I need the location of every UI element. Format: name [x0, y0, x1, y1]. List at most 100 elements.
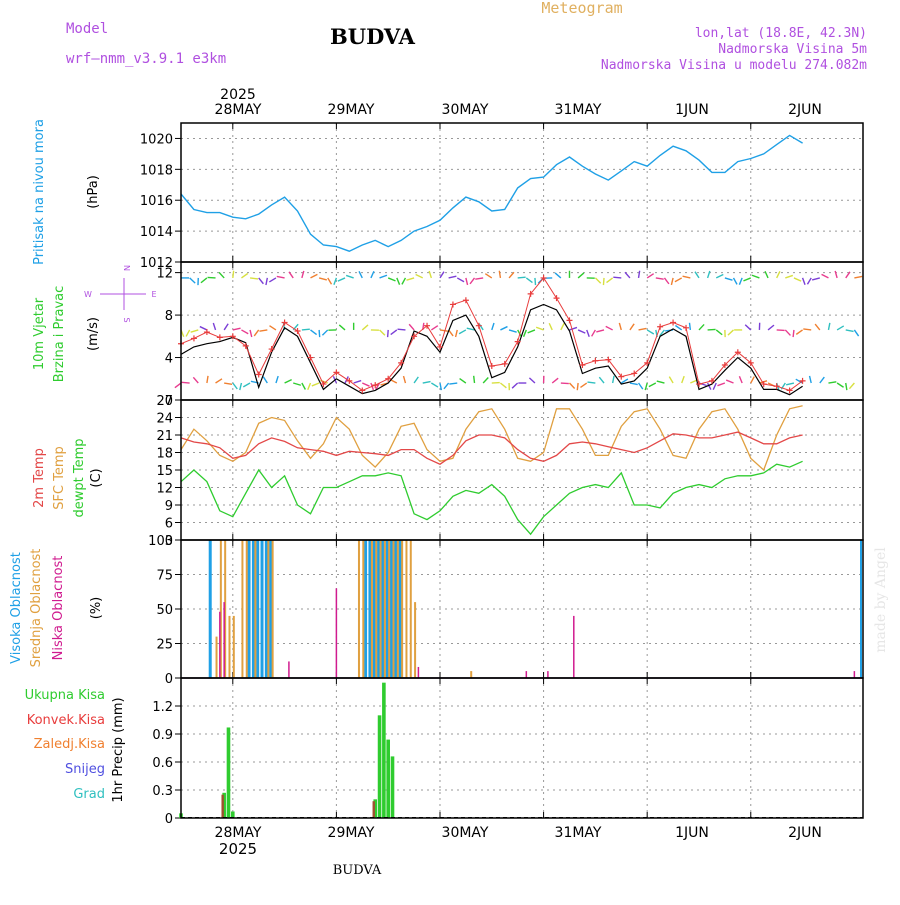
- wind-speed-marker: [191, 335, 197, 341]
- pressure-series: [181, 135, 803, 251]
- wind-arrow: [743, 278, 750, 281]
- wind-arrow: [449, 383, 457, 384]
- wind-arrow: [815, 324, 820, 330]
- wind-arrow: [745, 325, 751, 330]
- wind-arrow: [669, 377, 673, 383]
- wind-arrow: [269, 278, 276, 282]
- wind-arrow: [182, 382, 190, 383]
- pressure-axis-title: Pritisak na nivou mora: [32, 119, 47, 265]
- wind-arrow: [786, 383, 794, 385]
- plot-panels: 1012101410161018102004812369121518212427…: [140, 123, 863, 827]
- wind-arrow: [837, 383, 843, 387]
- wind-arrow: [259, 330, 267, 331]
- cloud-bar: [393, 540, 395, 678]
- wind-arrow: [499, 271, 500, 278]
- wind-arrow: [656, 278, 664, 279]
- y-tick-label: 24: [156, 412, 173, 427]
- wind-arrow: [578, 273, 584, 278]
- y-tick-label: 4: [165, 352, 173, 367]
- bottom-date-label: 28MAY: [215, 825, 262, 841]
- top-date-label: 2JUN: [788, 102, 822, 118]
- cloud-bar: [388, 540, 390, 678]
- wind-arrow: [675, 278, 682, 282]
- wind-speed-marker: [256, 372, 262, 378]
- precip-axis-unit: 1hr Precip (mm): [111, 697, 126, 802]
- wind-arrow: [716, 330, 722, 335]
- temp-axis-unit: (C): [89, 468, 104, 487]
- wind-arrow: [416, 275, 423, 278]
- wind-arrow: [536, 327, 543, 330]
- wind-arrow: [500, 383, 506, 388]
- y-tick-label: 100: [148, 534, 173, 549]
- y-tick-label: 1014: [140, 225, 173, 240]
- wind-arrow: [409, 324, 414, 330]
- top-date-label: 28MAY: [215, 102, 262, 118]
- cloud-bar: [380, 540, 382, 678]
- wind-arrow: [647, 330, 654, 334]
- wind-arrow: [289, 272, 293, 278]
- wind-arrow: [639, 328, 647, 329]
- temp-2m-line: [181, 432, 803, 464]
- wind-arrow: [500, 327, 507, 330]
- cloud-bar: [233, 616, 235, 678]
- wind-arrow: [456, 330, 458, 337]
- cloud-bar: [364, 540, 367, 678]
- wind-arrow: [803, 278, 805, 285]
- wind-arrow: [243, 383, 250, 387]
- wind-arrow: [397, 329, 405, 330]
- bottom-date-label: 31MAY: [555, 825, 602, 841]
- wind-arrow: [561, 383, 569, 384]
- wind-arrow: [414, 377, 418, 383]
- wind-arrow: [846, 383, 847, 390]
- wind-arrow: [216, 379, 222, 383]
- wind-arrow: [822, 274, 829, 278]
- y-tick-label: 1020: [140, 132, 173, 147]
- wind-arrow: [474, 376, 475, 383]
- wind-speed-marker: [463, 297, 469, 303]
- wind-arrow: [269, 326, 275, 330]
- wind-arrow: [492, 323, 494, 330]
- wind-arrow: [250, 278, 258, 279]
- wind-arrow: [807, 278, 811, 284]
- precip-bar: [386, 740, 390, 818]
- cloud-bar: [384, 540, 386, 678]
- cloud-bar: [223, 602, 225, 678]
- wind-arrow: [777, 271, 780, 278]
- temp-axis-title: 2m Temp: [32, 448, 47, 508]
- compass-e: E: [151, 290, 156, 299]
- model-elevation-text: Nadmorska Visina u modelu 274.082m: [601, 58, 867, 73]
- cloud-bar: [219, 612, 221, 678]
- bottom-date-label: 1JUN: [675, 825, 709, 841]
- wind-arrow: [233, 383, 237, 389]
- wind-arrow: [785, 275, 793, 277]
- wind-arrow: [535, 278, 536, 285]
- wind-arrow: [402, 278, 406, 284]
- wind-arrow: [555, 273, 561, 278]
- wind-arrow: [492, 383, 500, 384]
- wind-arrow: [603, 278, 604, 285]
- y-tick-label: 1018: [140, 163, 173, 178]
- wind-arrow: [528, 330, 535, 333]
- wind-arrow: [431, 326, 437, 330]
- wind-arrow: [241, 273, 247, 277]
- wind-arrow: [319, 330, 320, 337]
- panel-border: [181, 123, 863, 262]
- cloud-bar-edge: [860, 540, 862, 678]
- footer-title: BUDVA: [333, 863, 382, 878]
- wind-arrow: [406, 278, 414, 280]
- wind-arrow: [846, 330, 854, 331]
- y-tick-label: 8: [165, 309, 173, 324]
- wind-arrow: [664, 278, 668, 284]
- wind-arrow: [671, 278, 673, 285]
- y-tick-label: 0.3: [152, 784, 173, 799]
- wind-arrow: [362, 383, 369, 386]
- wind-arrow: [259, 278, 264, 284]
- wind-arrow: [810, 376, 812, 383]
- wind-arrow: [837, 326, 844, 330]
- cloud-bar: [248, 540, 251, 678]
